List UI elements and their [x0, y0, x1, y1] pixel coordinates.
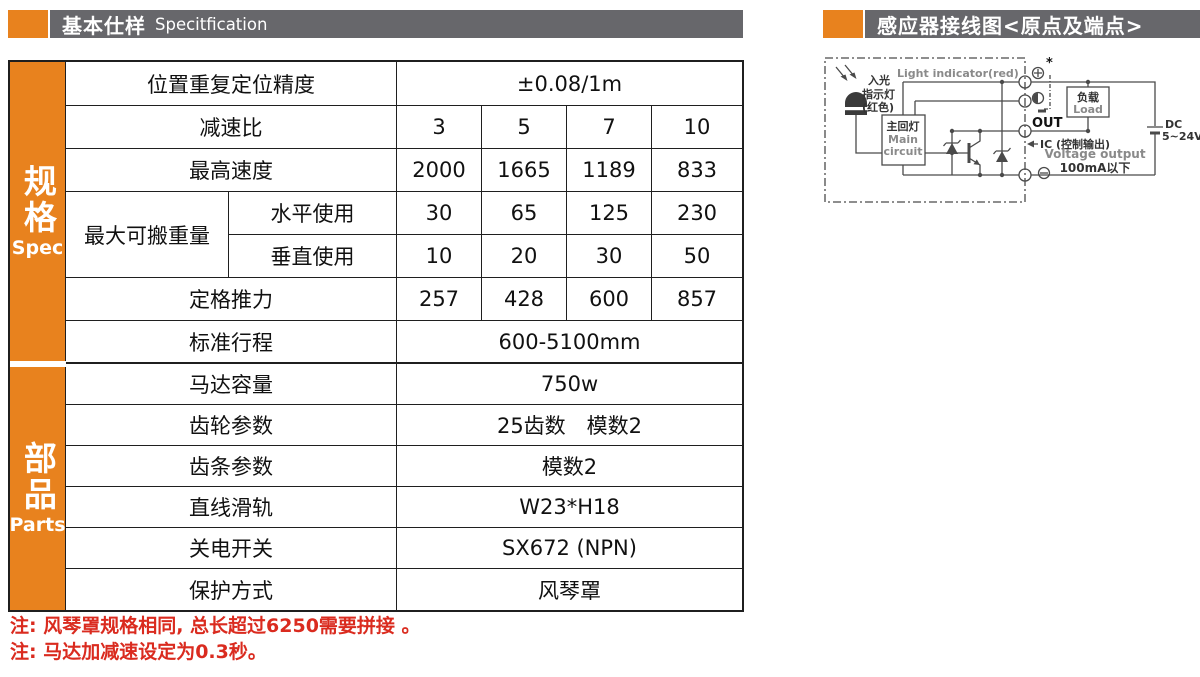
- minus-terminal-icon: [1037, 166, 1051, 180]
- row-value: 230: [652, 192, 742, 235]
- row-value: 600: [567, 278, 652, 321]
- section-parts: 部品 Parts: [10, 367, 66, 610]
- external-wiring: [1031, 81, 1163, 176]
- load-label-en: Load: [1073, 103, 1103, 116]
- divider: [863, 10, 865, 38]
- aux-terminal-icon: [1031, 91, 1045, 105]
- main-circuit-label-en2: circuit: [883, 145, 922, 158]
- row-value: SX672 (NPN): [397, 528, 742, 569]
- header-bar: 基本仕样 Specitfication: [50, 10, 743, 38]
- led-indicator-icon: [835, 64, 867, 115]
- sensor-boundary-box: [824, 57, 1026, 203]
- row-value: 20: [482, 235, 567, 278]
- ic-output-label: IC (控制输出): [1040, 137, 1110, 151]
- row-label: 保护方式: [66, 569, 397, 610]
- row-value: 750w: [397, 364, 742, 405]
- row-label: 定格推力: [66, 278, 397, 321]
- current-limit-label: 100mA以下: [1060, 161, 1131, 175]
- voltage-output-label: Voltage output: [1044, 147, 1145, 161]
- footnotes: 注: 风琴罩规格相同, 总长超过6250需要拼接 。 注: 马达加减速设定为0.…: [10, 613, 421, 665]
- row-label: 位置重复定位精度: [66, 62, 397, 106]
- row-value: ±0.08/1m: [397, 62, 742, 106]
- main-circuit-box: [881, 114, 926, 166]
- section-spec-label-zh: 规格: [18, 164, 58, 236]
- junction-dots: [949, 79, 1091, 178]
- terminal-circles: [1018, 75, 1032, 182]
- incident-light-label: 入光: [868, 73, 890, 87]
- main-circuit-label-zh: 主回灯: [887, 119, 920, 133]
- row-value: 1189: [567, 149, 652, 192]
- row-value: 1665: [482, 149, 567, 192]
- optional-link-line: [1044, 75, 1051, 110]
- dc-range-label: 5~24V: [1162, 130, 1200, 143]
- divider: [48, 10, 50, 38]
- sensor-wiring-diagram: Light indicator(red) 入光 指示灯 (红色) 主回灯 Mai…: [824, 56, 1200, 203]
- section-parts-label-en: Parts: [9, 514, 66, 536]
- row-value: 428: [482, 278, 567, 321]
- row-value: 30: [397, 192, 482, 235]
- row-label: 减速比: [66, 106, 397, 149]
- header-title-en: Specitfication: [155, 14, 268, 34]
- dc-label: DC: [1165, 118, 1182, 131]
- header-title-zh: 基本仕样: [62, 13, 146, 38]
- plus-terminal-icon: [1031, 66, 1045, 80]
- row-label: 齿轮参数: [66, 405, 397, 446]
- row-value: 10: [652, 106, 742, 149]
- load-box: [1066, 86, 1110, 118]
- row-value: 600-5100mm: [397, 321, 742, 364]
- red-label: (红色): [862, 100, 894, 114]
- row-value: 65: [482, 192, 567, 235]
- row-label: 直线滑轨: [66, 487, 397, 528]
- orange-accent-square: [8, 10, 48, 38]
- header-basic-spec: 基本仕样 Specitfication: [8, 10, 743, 38]
- load-label-zh: 负载: [1077, 90, 1099, 104]
- indicator-label: 指示灯: [862, 87, 895, 101]
- orange-accent-square: [823, 10, 863, 38]
- row-value: 风琴罩: [538, 578, 601, 603]
- header-title: 感应器接线图<原点及端点>: [877, 13, 1144, 38]
- row-label: 标准行程: [66, 321, 397, 364]
- row-label: 马达容量: [66, 364, 397, 405]
- row-value: 2000: [397, 149, 482, 192]
- row-sublabel: 水平使用: [229, 192, 397, 235]
- section-spec-label-en: Spec: [11, 237, 64, 259]
- row-value: 10: [397, 235, 482, 278]
- row-value: 7: [567, 106, 652, 149]
- zener-diode-icon: [943, 139, 961, 154]
- row-sublabel: 垂直使用: [229, 235, 397, 278]
- row-value: 50: [652, 235, 742, 278]
- row-value: 5: [482, 106, 567, 149]
- out-label: OUT: [1032, 116, 1063, 131]
- row-value: 257: [397, 278, 482, 321]
- header-sensor-wiring: 感应器接线图<原点及端点>: [823, 10, 1200, 38]
- asterisk-note: *: [1046, 56, 1053, 71]
- note-line: 注: 马达加减速设定为0.3秒。: [10, 641, 267, 663]
- arrow-left-icon: [1027, 140, 1038, 148]
- row-value: W23*H18: [397, 487, 742, 528]
- main-circuit-label-en1: Main: [888, 133, 918, 146]
- row-label: 关电开关: [66, 528, 397, 569]
- section-spec: 规格 Spec: [10, 62, 66, 361]
- row-label: 最大可搬重量: [66, 192, 229, 278]
- row-value: 25齿数 模数2: [397, 405, 742, 446]
- npn-transistor-icon: [967, 131, 981, 175]
- light-indicator-label: Light indicator(red): [897, 67, 1019, 80]
- row-value: 125: [567, 192, 652, 235]
- note-line: 注: 风琴罩规格相同, 总长超过6250需要拼接 。: [10, 615, 421, 637]
- row-label: 最高速度: [66, 149, 397, 192]
- row-value: 857: [652, 278, 742, 321]
- row-value: 模数2: [397, 446, 742, 487]
- header-bar: 感应器接线图<原点及端点>: [865, 10, 1200, 38]
- spec-table: 规格 Spec 部品 Parts 位置重复定位精度 ±0.08/1m 减速比 3…: [8, 60, 744, 612]
- zener-diode-icon: [993, 147, 1011, 162]
- row-value: 3: [397, 106, 482, 149]
- internal-wiring: [855, 81, 1019, 176]
- section-parts-label-zh: 部品: [18, 441, 58, 513]
- row-value: 30: [567, 235, 652, 278]
- row-value: 833: [652, 149, 742, 192]
- row-label: 齿条参数: [66, 446, 397, 487]
